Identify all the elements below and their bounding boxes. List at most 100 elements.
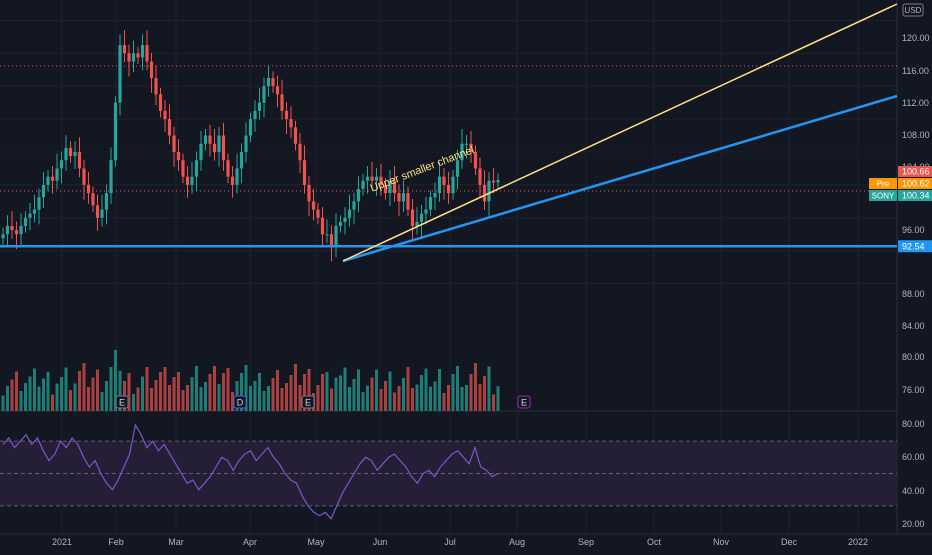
- candle-body: [1, 234, 5, 239]
- candle-body: [275, 86, 280, 95]
- candle-body: [217, 135, 221, 152]
- volume-bar: [82, 363, 86, 411]
- volume-bar: [298, 385, 302, 411]
- candle-body: [293, 127, 298, 144]
- candle-body: [473, 152, 478, 169]
- candle-body: [91, 193, 95, 206]
- volume-bar: [114, 350, 117, 411]
- price-tick-label: 108.00: [902, 130, 930, 140]
- candle-body: [113, 102, 118, 161]
- volume-bar: [402, 378, 405, 411]
- volume-bar: [321, 374, 324, 411]
- candle-body: [410, 209, 415, 226]
- price-badge-box: [898, 166, 932, 177]
- currency-label: USD: [905, 6, 922, 15]
- price-tick-label: 96.00: [902, 225, 925, 235]
- candle-body: [451, 176, 455, 194]
- candle-body: [203, 135, 208, 144]
- candle-body: [280, 94, 284, 111]
- volume-bar: [438, 369, 441, 411]
- volume-bar: [186, 385, 189, 411]
- volume-bar: [370, 377, 374, 411]
- volume-bar: [28, 376, 32, 411]
- candle-body: [122, 45, 127, 54]
- candle-body: [226, 160, 230, 177]
- volume-bar: [397, 386, 401, 411]
- volume-bar: [429, 386, 432, 411]
- support-badge: 92.54: [898, 240, 932, 253]
- rsi-tick-label: 40.00: [902, 486, 925, 496]
- candle-body: [158, 94, 163, 111]
- volume-bar: [253, 381, 257, 411]
- volume-bar: [357, 369, 360, 411]
- event-marker: E: [115, 395, 129, 409]
- volume-bar: [145, 367, 149, 411]
- price-tick-label: 120.00: [902, 33, 930, 43]
- price-badge-value: 100.66: [902, 167, 930, 177]
- volume-bar: [285, 383, 288, 411]
- candle-body: [433, 193, 437, 198]
- candle-body: [419, 213, 424, 222]
- event-marker: E: [301, 395, 315, 409]
- candle-body: [109, 160, 113, 194]
- candle-body: [190, 176, 194, 185]
- volume-bar: [100, 392, 104, 411]
- time-axis-label: Sep: [578, 537, 594, 547]
- volume-bar: [24, 383, 27, 411]
- time-axis-label: Dec: [781, 537, 798, 547]
- candle-body: [491, 180, 496, 183]
- candle-body: [406, 193, 410, 210]
- candle-body: [82, 168, 86, 185]
- volume-bar: [307, 369, 311, 411]
- candle-body: [401, 193, 406, 202]
- volume-bar: [406, 367, 410, 411]
- event-marker: D: [233, 395, 247, 409]
- candle-body: [194, 160, 199, 177]
- volume-bar: [199, 387, 203, 411]
- candle-body: [140, 45, 145, 58]
- candle-body: [262, 86, 266, 103]
- price-badge-box: [898, 190, 932, 201]
- event-marker-label: E: [521, 398, 527, 408]
- candle-body: [23, 217, 28, 226]
- volume-bar: [262, 391, 266, 411]
- volume-bar: [231, 392, 234, 411]
- volume-bar: [348, 387, 351, 411]
- volume-bar: [222, 373, 225, 411]
- volume-bar: [258, 373, 261, 411]
- candle-body: [298, 143, 302, 161]
- price-badge-prefix: SONY: [872, 192, 895, 201]
- volume-bar: [330, 388, 333, 411]
- time-axis-label: 2022: [848, 537, 868, 547]
- candle-body: [248, 119, 253, 136]
- volume-bar: [69, 390, 72, 411]
- candle-body: [239, 152, 244, 169]
- volume-bar: [154, 380, 158, 411]
- price-badge-prefix-box: [869, 190, 897, 201]
- volume-bar: [316, 385, 320, 411]
- volume-bar: [487, 366, 491, 411]
- candle-body: [311, 201, 316, 210]
- volume-bar: [204, 382, 207, 411]
- candle-body: [289, 119, 293, 128]
- volume-bar: [109, 367, 113, 411]
- drawn-trend-lines[interactable]: Upper smaller channel: [0, 3, 898, 263]
- volume-bar: [451, 374, 455, 411]
- volume-bar: [141, 376, 144, 411]
- volume-bar: [244, 365, 248, 411]
- volume-bar: [388, 371, 392, 411]
- candle-body: [77, 152, 82, 169]
- volume-bar: [46, 372, 50, 411]
- volume-bar: [483, 376, 486, 411]
- candle-body: [392, 180, 397, 194]
- event-marker: E: [517, 395, 531, 409]
- volume-bar: [51, 394, 54, 411]
- candle-body: [428, 197, 433, 210]
- volume-bar: [352, 379, 356, 411]
- candle-body: [320, 217, 325, 235]
- candle-body: [370, 176, 374, 181]
- candle-body: [73, 152, 77, 157]
- candle-body: [199, 143, 203, 161]
- volume-bar: [64, 367, 68, 411]
